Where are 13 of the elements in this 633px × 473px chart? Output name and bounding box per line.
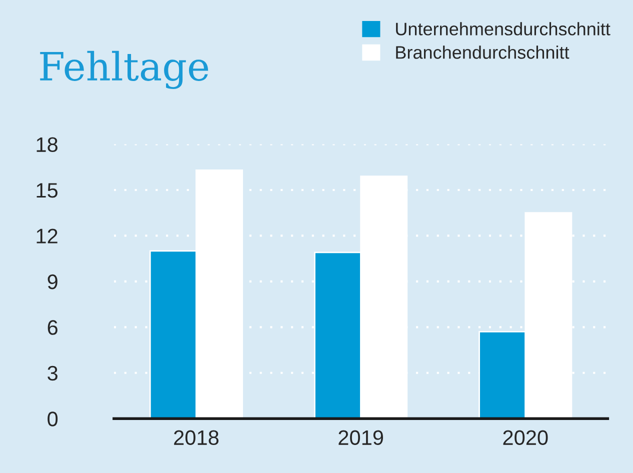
chart-title: Fehltage (40, 50, 208, 90)
y-tick-label: 12 (36, 228, 58, 244)
y-tick-label: 0 (48, 412, 58, 426)
x-tick-label: 2018 (174, 430, 218, 446)
x-tick-label: 2020 (503, 430, 548, 446)
y-tick-label: 3 (48, 366, 58, 381)
y-tick-label: 6 (48, 320, 58, 335)
y-tick-label: 9 (48, 274, 58, 290)
legend-label: Branchendurchschnitt (396, 46, 570, 59)
y-tick-label: 15 (36, 183, 58, 198)
y-tick-label: 18 (36, 137, 58, 152)
x-tick-label: 2019 (338, 430, 383, 446)
legend-label: Unternehmensdurchschnitt (396, 22, 610, 36)
